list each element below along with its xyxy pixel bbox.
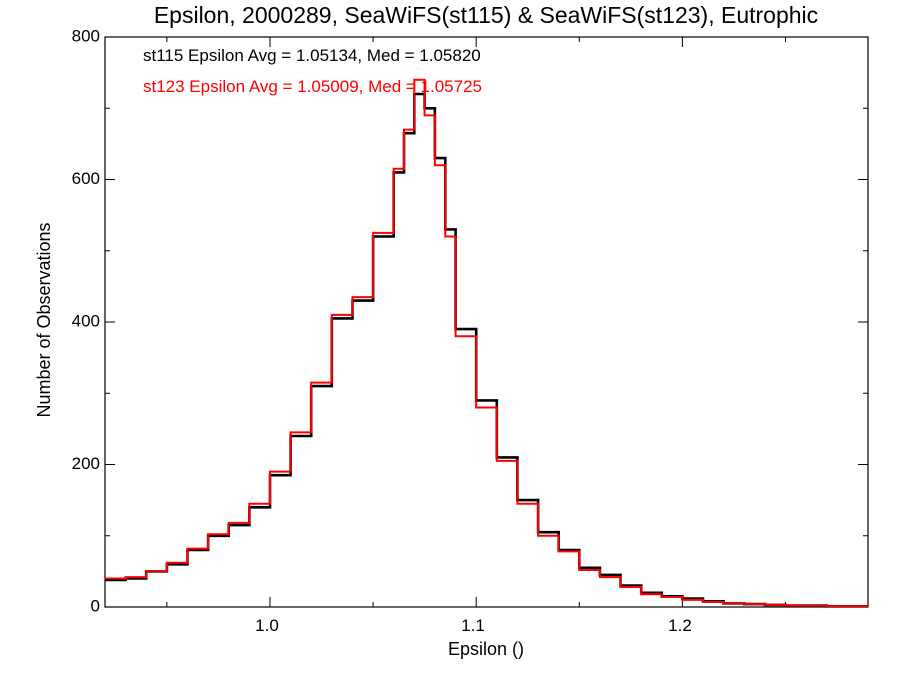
y-axis-label: Number of Observations	[34, 222, 54, 417]
y-tick-label-200: 200	[72, 454, 100, 473]
series-line-1	[105, 78, 868, 608]
st123-stats-annotation: st123 Epsilon Avg = 1.05009, Med = 1.057…	[143, 77, 482, 96]
y-tick-label-800: 800	[72, 26, 100, 45]
histogram-series	[105, 78, 868, 608]
x-tick-label-1.0: 1.0	[255, 616, 279, 635]
plot-area-frame	[104, 36, 869, 608]
axis-ticks	[105, 36, 868, 608]
series-line-0	[105, 92, 868, 608]
st115-stats-annotation: st115 Epsilon Avg = 1.05134, Med = 1.058…	[143, 46, 481, 65]
y-tick-label-400: 400	[72, 311, 100, 330]
y-tick-label-600: 600	[72, 169, 100, 188]
chart-title: Epsilon, 2000289, SeaWiFS(st115) & SeaWi…	[154, 2, 818, 28]
x-axis-label: Epsilon ()	[448, 639, 524, 659]
y-tick-label-0: 0	[91, 596, 100, 615]
x-tick-label-1.1: 1.1	[461, 616, 485, 635]
x-tick-label-1.2: 1.2	[668, 616, 692, 635]
